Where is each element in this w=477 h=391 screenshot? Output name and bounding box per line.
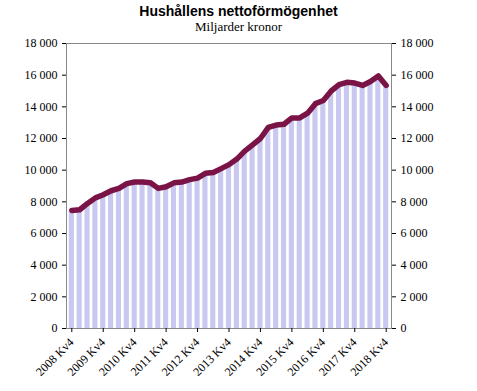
svg-text:10 000: 10 000 [25,163,58,177]
svg-text:4 000: 4 000 [31,258,58,272]
svg-text:2018 Kv4: 2018 Kv4 [347,335,391,379]
svg-text:2013 Kv4: 2013 Kv4 [190,335,234,379]
svg-text:0: 0 [401,321,407,335]
svg-text:2017 Kv4: 2017 Kv4 [316,335,360,379]
svg-text:0: 0 [52,321,58,335]
svg-text:6 000: 6 000 [31,226,58,240]
svg-text:14 000: 14 000 [401,100,434,114]
svg-text:18 000: 18 000 [401,36,434,50]
svg-text:2 000: 2 000 [401,290,428,304]
svg-text:4 000: 4 000 [401,258,428,272]
svg-text:2015 Kv4: 2015 Kv4 [253,335,297,379]
svg-text:14 000: 14 000 [25,100,58,114]
svg-text:2010 Kv4: 2010 Kv4 [95,335,140,379]
html-text:Hushållens nettoförmögenhet: Hushållens nettoförmögenhet [139,3,338,19]
svg-text:2011 Kv4: 2011 Kv4 [127,335,171,379]
svg-text:6 000: 6 000 [401,226,428,240]
svg-text:16 000: 16 000 [25,68,58,82]
svg-text:2009 Kv4: 2009 Kv4 [64,335,109,379]
svg-text:12 000: 12 000 [401,131,434,145]
svg-text:2 000: 2 000 [31,290,58,304]
svg-text:2016 Kv4: 2016 Kv4 [284,335,329,379]
svg-text:10 000: 10 000 [401,163,434,177]
svg-text:2012 Kv4: 2012 Kv4 [158,335,203,379]
html-text:Miljarder kronor: Miljarder kronor [195,19,282,34]
svg-text:18 000: 18 000 [25,36,58,50]
svg-text:2008 Kv4: 2008 Kv4 [33,335,77,379]
svg-text:16 000: 16 000 [401,68,434,82]
svg-text:2014 Kv4: 2014 Kv4 [221,335,266,379]
svg-text:12 000: 12 000 [25,131,58,145]
svg-text:8 000: 8 000 [401,195,428,209]
svg-text:8 000: 8 000 [31,195,58,209]
